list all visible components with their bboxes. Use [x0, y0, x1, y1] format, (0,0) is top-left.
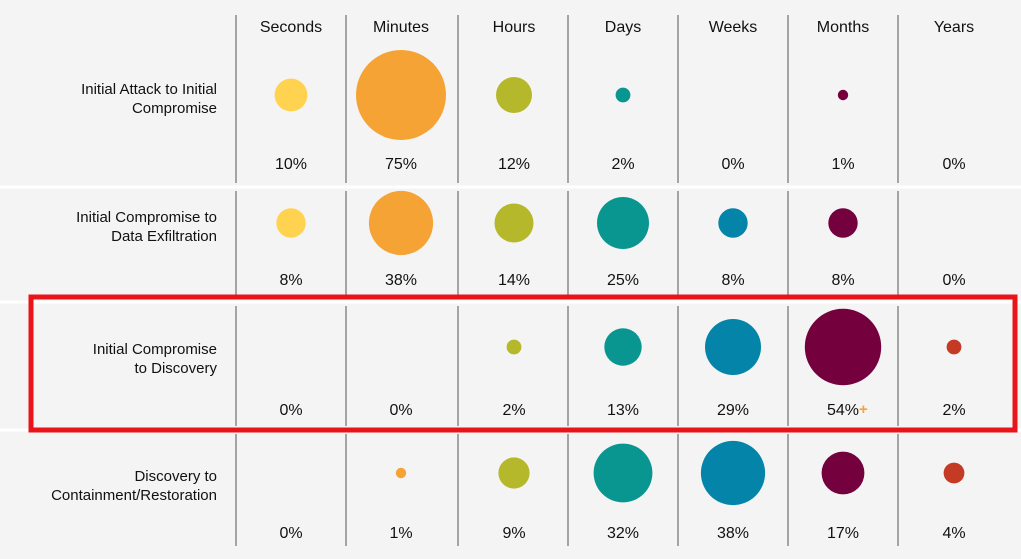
- column-header: Months: [817, 19, 869, 36]
- bubble: [274, 78, 308, 112]
- row-label: Initial Compromise to: [76, 209, 217, 226]
- column-header: Minutes: [373, 19, 429, 36]
- row-label: Containment/Restoration: [51, 487, 217, 504]
- value-label: 1%: [389, 525, 412, 542]
- bubble: [837, 89, 849, 101]
- value-label: 2%: [502, 402, 525, 419]
- row-label: to Discovery: [134, 360, 217, 377]
- row-label: Discovery to: [134, 468, 217, 485]
- value-label: 10%: [275, 156, 307, 173]
- bubble: [494, 203, 534, 243]
- column-header: Years: [934, 19, 974, 36]
- row-label: Initial Compromise: [93, 341, 217, 358]
- value-label: 17%: [827, 525, 859, 542]
- value-label: 12%: [498, 156, 530, 173]
- row-label: Compromise: [132, 100, 217, 117]
- bubble: [368, 190, 434, 256]
- value-label: 8%: [279, 272, 302, 289]
- bubble: [496, 77, 532, 113]
- bubble: [804, 308, 882, 386]
- bubble: [946, 339, 962, 355]
- plus-marker: +: [859, 401, 868, 418]
- value-label: 9%: [502, 525, 525, 542]
- value-label: 0%: [942, 156, 965, 173]
- value-label: 0%: [389, 402, 412, 419]
- bubble: [593, 443, 653, 503]
- bubble: [506, 339, 522, 355]
- value-label: 0%: [942, 272, 965, 289]
- value-label: 29%: [717, 402, 749, 419]
- value-label: 2%: [611, 156, 634, 173]
- bubble: [828, 208, 858, 238]
- value-label: 1%: [831, 156, 854, 173]
- bubble: [943, 462, 965, 484]
- bubble: [718, 208, 748, 238]
- highlight-box: [28, 294, 1018, 433]
- column-header: Hours: [493, 19, 536, 36]
- column-header: Seconds: [260, 19, 322, 36]
- value-label: 0%: [279, 525, 302, 542]
- bubble: [705, 319, 761, 375]
- value-label: 0%: [279, 402, 302, 419]
- value-label: 0%: [721, 156, 744, 173]
- value-label: 8%: [831, 272, 854, 289]
- bubble: [498, 457, 530, 489]
- value-label: 38%: [717, 525, 749, 542]
- bubble: [604, 328, 642, 366]
- value-label: 32%: [607, 525, 639, 542]
- value-label: 25%: [607, 272, 639, 289]
- bubble: [395, 467, 407, 479]
- value-label: 14%: [498, 272, 530, 289]
- bubble: [615, 87, 631, 103]
- value-label: 75%: [385, 156, 417, 173]
- row-label: Initial Attack to Initial: [81, 81, 217, 98]
- bubble: [356, 50, 446, 140]
- value-label: 13%: [607, 402, 639, 419]
- bubble: [700, 440, 766, 506]
- bubble: [276, 208, 306, 238]
- row-label: Data Exfiltration: [111, 228, 217, 245]
- value-label: 38%: [385, 272, 417, 289]
- bubble: [821, 451, 865, 495]
- value-label: 54%: [827, 402, 859, 419]
- value-label: 2%: [942, 402, 965, 419]
- bubble: [597, 197, 649, 249]
- value-label: 8%: [721, 272, 744, 289]
- value-label: 4%: [942, 525, 965, 542]
- column-header: Days: [605, 19, 641, 36]
- column-header: Weeks: [709, 19, 758, 36]
